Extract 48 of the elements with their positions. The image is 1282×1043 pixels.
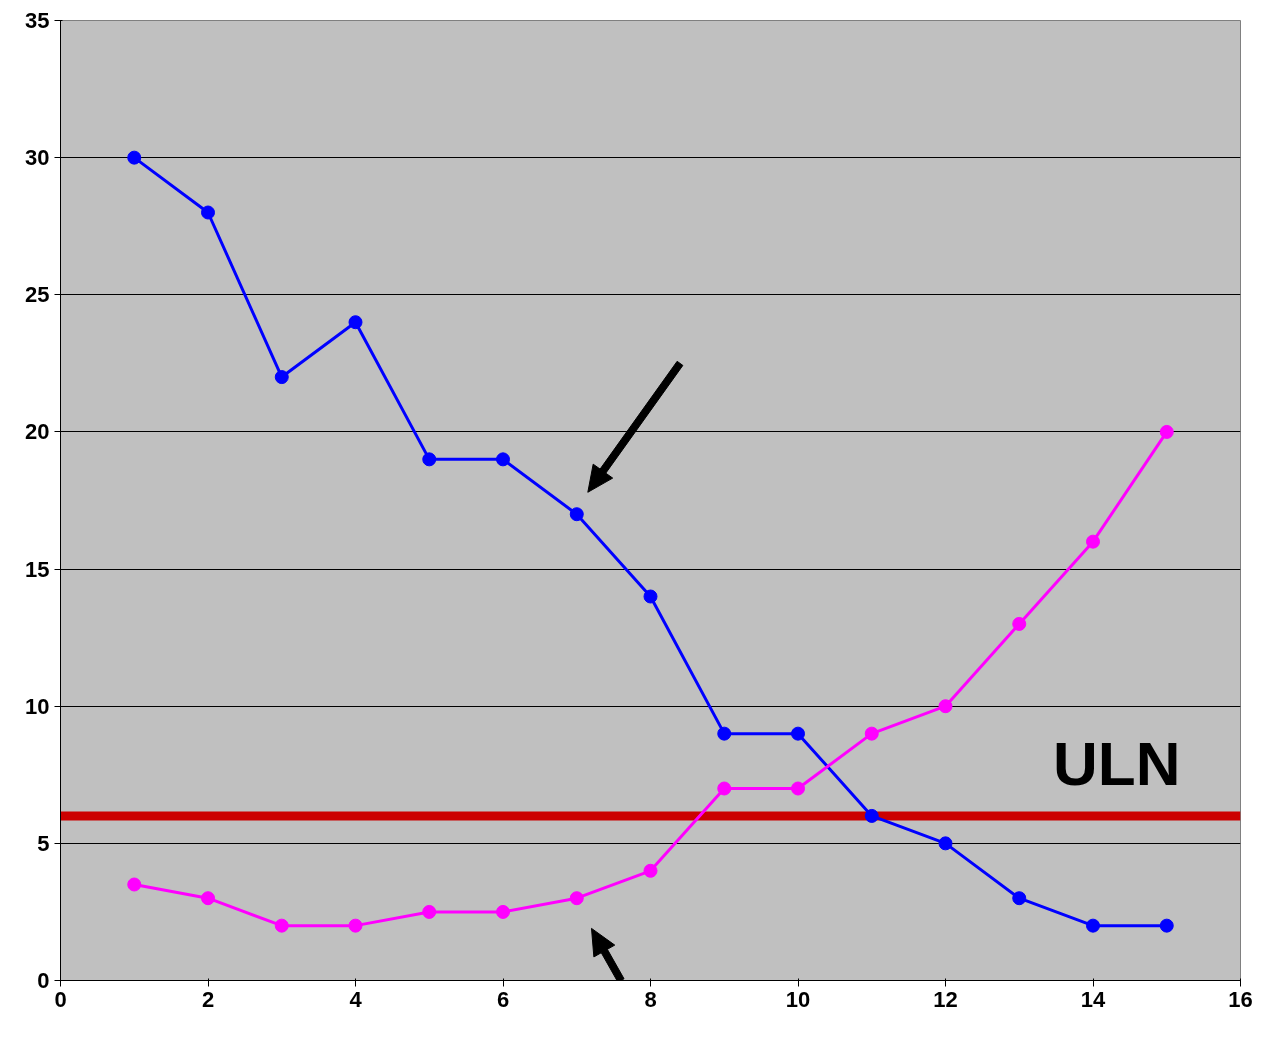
- point: [1159, 424, 1174, 439]
- point: [643, 863, 658, 878]
- x-tick-label: 6: [496, 986, 510, 1012]
- point: [201, 891, 215, 906]
- point: [127, 150, 142, 165]
- point: [791, 726, 805, 741]
- point: [422, 452, 437, 467]
- point: [938, 836, 953, 851]
- x-tick-label: 12: [933, 986, 958, 1012]
- y-tick-label: 20: [25, 419, 50, 445]
- point: [717, 781, 732, 796]
- point: [864, 808, 879, 823]
- ref-line-label: ULN: [1053, 728, 1181, 798]
- point: [717, 726, 732, 741]
- point: [348, 315, 363, 330]
- point: [201, 205, 215, 220]
- point: [938, 699, 953, 714]
- point: [422, 904, 437, 919]
- x-tick-label: 4: [349, 986, 363, 1012]
- x-tick-label: 0: [54, 986, 67, 1012]
- point: [569, 507, 584, 522]
- point: [1086, 918, 1100, 933]
- point: [643, 589, 658, 604]
- x-tick-label: 8: [644, 986, 657, 1012]
- point: [496, 904, 510, 919]
- point: [791, 781, 805, 796]
- point: [127, 877, 142, 892]
- point: [864, 726, 879, 741]
- point: [496, 452, 510, 467]
- x-tick-label: 14: [1080, 986, 1106, 1012]
- y-tick-label: 25: [25, 282, 50, 308]
- point: [569, 891, 584, 906]
- point: [1159, 918, 1174, 933]
- x-tick-label: 16: [1228, 986, 1253, 1012]
- y-tick-label: 5: [37, 830, 50, 856]
- y-tick-label: 15: [25, 556, 50, 582]
- point: [348, 918, 363, 933]
- y-tick-label: 10: [25, 693, 50, 719]
- y-tick-label: 0: [37, 968, 50, 993]
- point: [1086, 534, 1100, 549]
- y-tick-label: 35: [25, 8, 50, 33]
- point: [1012, 616, 1027, 631]
- x-tick-label: 2: [201, 986, 215, 1012]
- point: [1012, 891, 1027, 906]
- y-tick-label: 30: [25, 145, 50, 171]
- x-tick-label: 10: [785, 986, 811, 1012]
- point: [274, 370, 289, 385]
- point: [274, 918, 289, 933]
